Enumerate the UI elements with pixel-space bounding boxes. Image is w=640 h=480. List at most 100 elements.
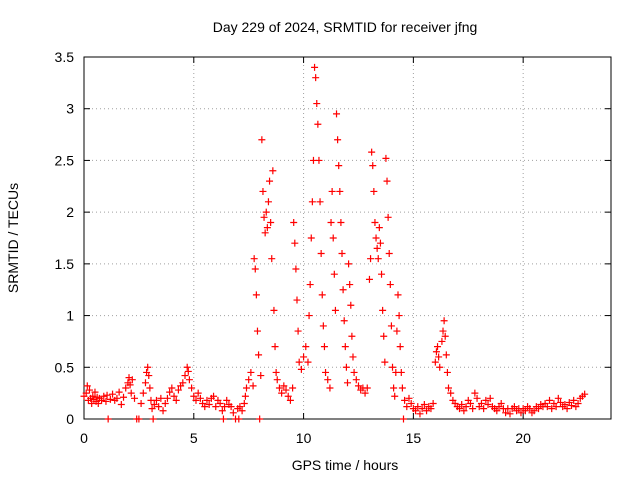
data-point xyxy=(98,396,106,404)
data-point xyxy=(530,407,538,415)
data-point xyxy=(109,390,117,398)
data-point xyxy=(563,405,571,413)
data-point xyxy=(389,363,397,371)
data-point xyxy=(561,401,569,409)
data-point xyxy=(386,281,394,289)
data-point xyxy=(259,187,267,195)
data-point xyxy=(307,234,315,242)
data-point xyxy=(223,396,231,404)
data-point xyxy=(385,250,393,258)
data-point xyxy=(339,286,347,294)
data-point xyxy=(458,401,466,409)
data-point xyxy=(484,401,492,409)
y-tick-label: 1 xyxy=(66,308,74,324)
data-point xyxy=(272,368,280,376)
data-point xyxy=(552,403,560,411)
data-point xyxy=(347,301,355,309)
data-point xyxy=(242,384,250,392)
data-point xyxy=(324,376,332,384)
data-point xyxy=(414,403,422,411)
data-point xyxy=(368,148,376,156)
data-point xyxy=(205,401,213,409)
data-point xyxy=(170,392,178,400)
data-point xyxy=(543,403,551,411)
data-point xyxy=(179,379,187,387)
data-point xyxy=(261,229,269,237)
data-point xyxy=(345,260,353,268)
data-point xyxy=(289,384,297,392)
data-point xyxy=(469,405,477,413)
data-point xyxy=(312,74,320,82)
data-point xyxy=(316,198,324,206)
data-point xyxy=(266,177,274,185)
data-point xyxy=(462,403,470,411)
data-point xyxy=(432,348,440,356)
data-point xyxy=(510,403,518,411)
data-point xyxy=(94,399,102,407)
y-axis-title: SRMTID / TECUs xyxy=(5,183,21,293)
data-point xyxy=(382,154,390,162)
data-point xyxy=(439,327,447,335)
data-point xyxy=(210,392,218,400)
data-point xyxy=(436,363,444,371)
data-point xyxy=(365,275,373,283)
data-point xyxy=(221,403,229,411)
data-point xyxy=(271,343,279,351)
data-point xyxy=(235,415,243,423)
y-tick-label: 3.5 xyxy=(55,49,75,65)
data-point xyxy=(315,156,323,164)
data-point xyxy=(286,396,294,404)
data-point xyxy=(340,317,348,325)
data-point xyxy=(367,255,375,263)
grid xyxy=(84,57,611,419)
data-point xyxy=(166,388,174,396)
data-point xyxy=(263,224,271,232)
y-tick-label: 2 xyxy=(66,204,74,220)
data-point xyxy=(473,394,481,402)
y-tick-labels: 0 0.5 1 1.5 2 2.5 3 3.5 xyxy=(55,49,75,427)
data-point xyxy=(229,409,237,417)
data-point xyxy=(374,255,382,263)
data-point xyxy=(330,270,338,278)
data-point xyxy=(82,389,90,397)
data-point xyxy=(435,353,443,361)
data-point xyxy=(218,407,226,415)
data-point xyxy=(236,403,244,411)
data-point xyxy=(196,394,204,402)
x-tick-labels: 0 5 10 15 20 xyxy=(80,430,531,446)
data-point xyxy=(352,376,360,384)
data-point xyxy=(311,63,319,71)
data-point xyxy=(327,218,335,226)
data-point xyxy=(546,396,554,404)
data-point xyxy=(201,403,209,411)
data-point xyxy=(184,367,192,375)
data-point xyxy=(396,343,404,351)
data-point xyxy=(391,392,399,400)
data-point xyxy=(181,372,189,380)
data-point xyxy=(521,407,529,415)
data-point xyxy=(383,177,391,185)
data-point xyxy=(482,396,490,404)
data-point xyxy=(369,162,377,170)
data-point xyxy=(341,343,349,351)
data-point xyxy=(326,384,334,392)
data-point xyxy=(350,368,358,376)
data-point xyxy=(161,399,169,407)
data-point xyxy=(308,198,316,206)
data-point xyxy=(348,332,356,340)
data-point xyxy=(190,392,198,400)
data-point xyxy=(240,399,248,407)
data-point xyxy=(282,386,290,394)
data-point xyxy=(455,405,463,413)
data-point xyxy=(250,255,258,263)
data-point xyxy=(322,368,330,376)
x-tick-label: 20 xyxy=(515,430,531,446)
data-point xyxy=(548,405,556,413)
data-point xyxy=(378,270,386,278)
data-point xyxy=(122,384,130,392)
data-point xyxy=(331,306,339,314)
data-point xyxy=(497,399,505,407)
data-point xyxy=(150,401,158,409)
x-tick-label: 15 xyxy=(406,430,422,446)
data-point xyxy=(337,218,345,226)
